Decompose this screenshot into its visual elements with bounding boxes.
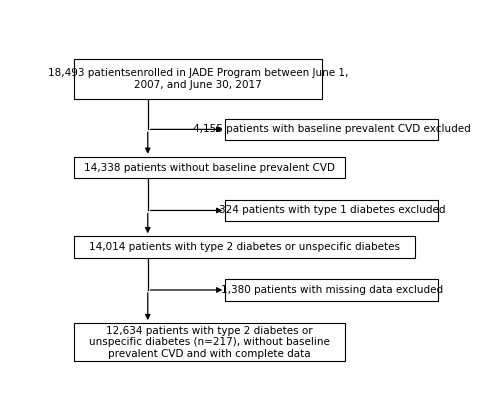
Text: 14,338 patients without baseline prevalent CVD: 14,338 patients without baseline prevale… <box>84 163 335 173</box>
FancyBboxPatch shape <box>74 157 345 178</box>
FancyBboxPatch shape <box>225 199 438 221</box>
FancyBboxPatch shape <box>74 323 345 361</box>
Text: 1,380 patients with missing data excluded: 1,380 patients with missing data exclude… <box>221 285 443 295</box>
FancyBboxPatch shape <box>225 279 438 301</box>
Text: 4,155 patients with baseline prevalent CVD excluded: 4,155 patients with baseline prevalent C… <box>193 124 470 134</box>
Text: 14,014 patients with type 2 diabetes or unspecific diabetes: 14,014 patients with type 2 diabetes or … <box>89 242 400 252</box>
FancyBboxPatch shape <box>74 236 415 258</box>
Text: 18,493 patientsenrolled in JADE Program between June 1,
2007, and June 30, 2017: 18,493 patientsenrolled in JADE Program … <box>48 68 348 90</box>
Text: 324 patients with type 1 diabetes excluded: 324 patients with type 1 diabetes exclud… <box>218 206 445 216</box>
Text: 12,634 patients with type 2 diabetes or
unspecific diabetes (n=217), without bas: 12,634 patients with type 2 diabetes or … <box>90 325 330 359</box>
FancyBboxPatch shape <box>74 59 322 99</box>
FancyBboxPatch shape <box>225 119 438 140</box>
